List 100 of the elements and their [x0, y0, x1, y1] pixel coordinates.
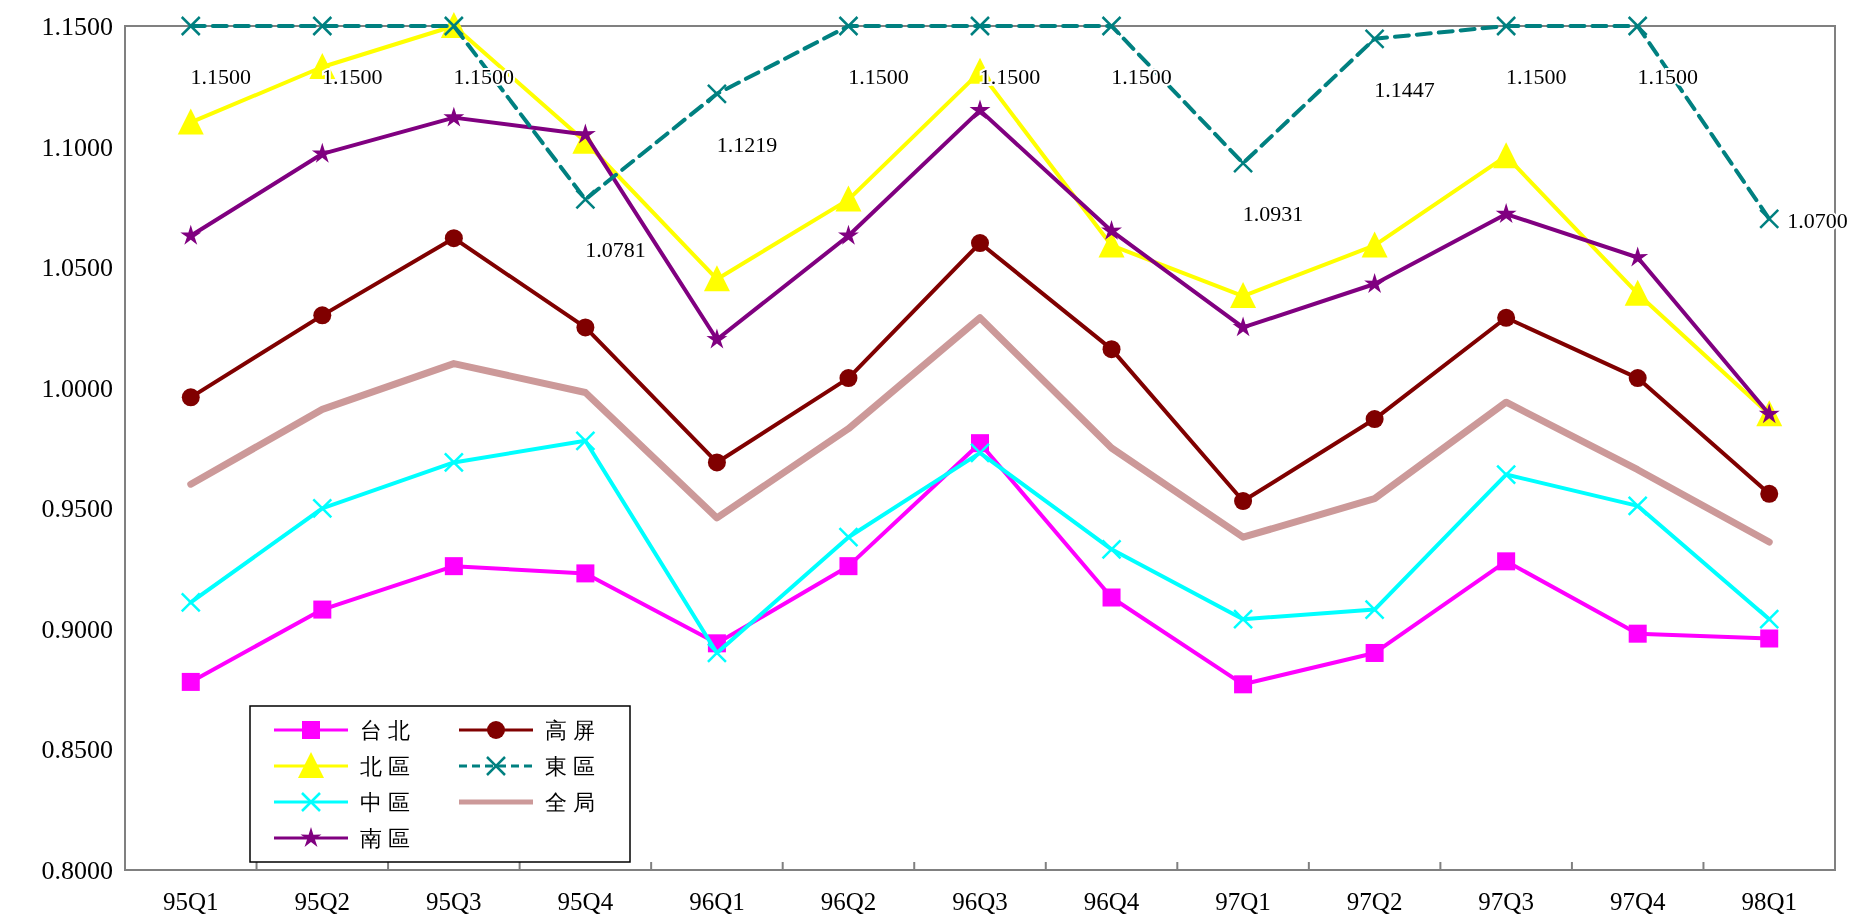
point	[574, 123, 596, 144]
point	[181, 672, 200, 691]
point	[1493, 142, 1520, 169]
point	[1628, 369, 1647, 388]
point	[1101, 15, 1122, 37]
point	[1232, 608, 1254, 630]
point	[839, 557, 858, 576]
point	[969, 442, 991, 464]
point	[1495, 464, 1517, 485]
data-label: 1.1219	[716, 131, 778, 157]
point	[1624, 279, 1651, 306]
point	[1495, 203, 1517, 223]
point	[1495, 15, 1517, 37]
legend-label: 台北	[360, 718, 416, 743]
point	[443, 452, 465, 473]
point	[1364, 28, 1385, 50]
point	[181, 388, 200, 407]
point	[1101, 539, 1122, 560]
x-tick-label: 96Q2	[820, 888, 877, 915]
data-label: 1.1500	[190, 64, 252, 89]
point	[1230, 282, 1257, 309]
point	[1497, 552, 1516, 571]
point	[1361, 231, 1388, 258]
data-label: 1.1500	[1637, 64, 1698, 89]
point	[1234, 492, 1253, 511]
point	[1758, 608, 1780, 630]
data-label: 1.0781	[585, 237, 646, 263]
point	[575, 189, 596, 210]
x-tick-label: 95Q2	[294, 888, 351, 915]
data-label: 1.1500	[1505, 64, 1567, 89]
x-tick-label: 97Q3	[1478, 888, 1534, 915]
y-tick-label: 0.9500	[41, 494, 113, 524]
point	[1627, 15, 1648, 37]
x-tick-label: 95Q3	[426, 888, 482, 915]
point	[575, 430, 596, 452]
point	[1364, 273, 1386, 293]
point	[177, 108, 204, 135]
point	[180, 15, 202, 37]
point	[706, 328, 728, 349]
point	[180, 224, 202, 245]
point	[838, 15, 859, 37]
point	[1102, 340, 1121, 359]
point	[312, 15, 333, 37]
data-label: 1.1447	[1374, 76, 1435, 102]
point	[971, 234, 989, 253]
point	[1627, 495, 1648, 517]
y-tick-label: 1.0500	[41, 253, 113, 283]
data-label: 1.1500	[322, 64, 383, 89]
legend-label: 全局	[545, 790, 601, 815]
point	[969, 15, 991, 37]
point	[1234, 675, 1253, 694]
legend-label: 東區	[545, 754, 601, 779]
point	[1497, 308, 1516, 327]
point	[313, 600, 332, 619]
point	[1102, 588, 1121, 607]
point	[1101, 219, 1122, 240]
legend-label: 中區	[360, 790, 416, 815]
x-tick-label: 97Q4	[1609, 888, 1666, 915]
x-tick-label: 97Q1	[1215, 888, 1271, 915]
data-label: 1.1500	[848, 64, 909, 89]
point	[706, 642, 728, 664]
point	[1628, 624, 1647, 643]
y-tick-label: 1.1500	[41, 12, 113, 41]
point	[576, 564, 595, 583]
point	[835, 185, 862, 212]
point	[443, 106, 465, 127]
point	[1758, 208, 1780, 230]
point	[838, 224, 859, 245]
point	[1364, 599, 1385, 620]
point	[706, 83, 728, 105]
point	[444, 557, 463, 576]
point	[312, 498, 333, 519]
y-tick-label: 1.0000	[41, 373, 113, 403]
x-tick-label: 97Q2	[1346, 888, 1403, 915]
point	[839, 369, 858, 388]
y-tick-label: 0.8500	[41, 735, 113, 765]
point	[969, 99, 991, 120]
legend-label: 北區	[360, 754, 416, 779]
point	[1760, 484, 1779, 503]
legend-label: 南區	[360, 826, 416, 851]
point	[444, 229, 463, 248]
point	[1232, 152, 1254, 174]
x-tick-label: 96Q3	[952, 888, 1008, 915]
legend-label: 高屏	[545, 718, 601, 743]
y-tick-label: 0.9000	[41, 614, 113, 644]
y-tick-label: 1.1000	[41, 132, 113, 162]
point	[576, 318, 595, 337]
x-tick-label: 96Q4	[1083, 888, 1140, 915]
x-tick-label: 98Q1	[1741, 888, 1798, 915]
point	[707, 453, 726, 472]
point	[838, 526, 859, 548]
point	[313, 306, 332, 325]
point	[1365, 643, 1384, 662]
point	[1365, 410, 1384, 429]
data-label: 1.0700	[1787, 207, 1848, 233]
point	[180, 592, 202, 613]
x-tick-label: 96Q1	[689, 888, 745, 915]
x-tick-label: 95Q4	[557, 888, 614, 915]
point	[1760, 629, 1779, 648]
x-tick-label: 95Q1	[162, 888, 219, 915]
